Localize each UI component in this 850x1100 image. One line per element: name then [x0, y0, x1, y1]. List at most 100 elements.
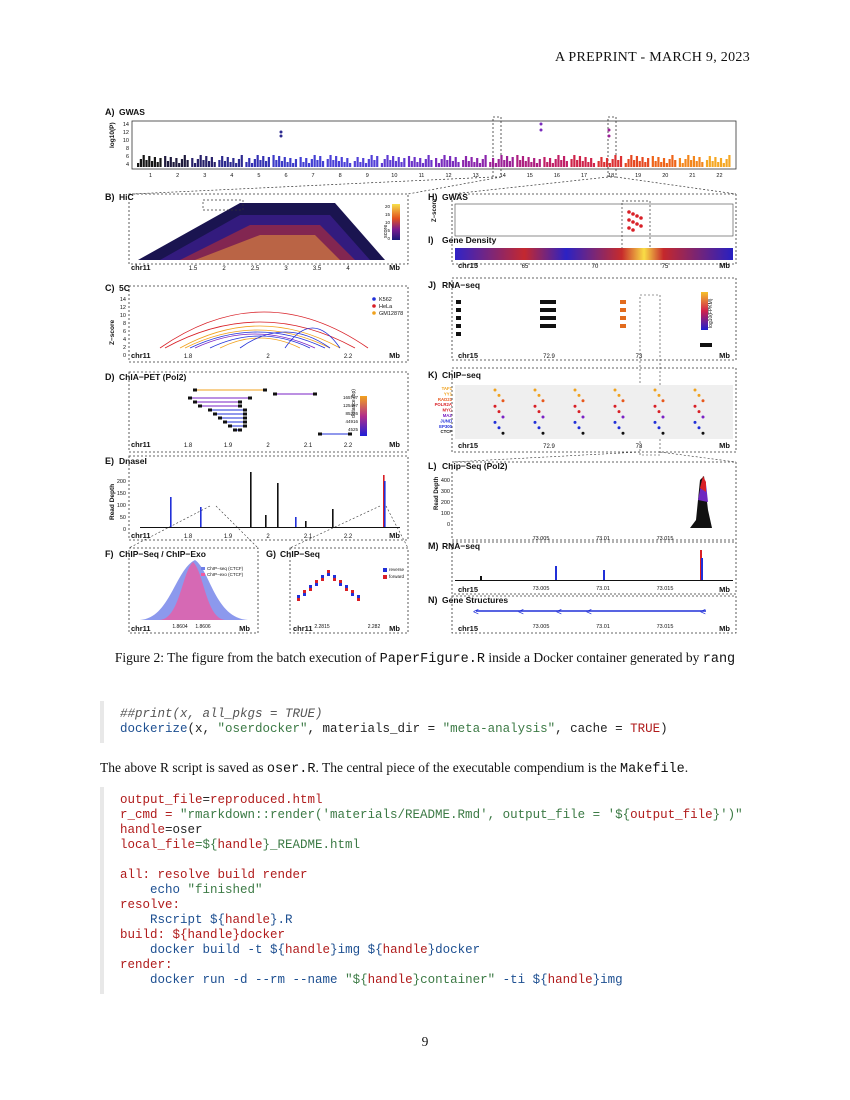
gwas-bar-chr18 — [619, 156, 623, 167]
gwas-bar-chr7 — [307, 163, 311, 167]
gwas-bar-chr21 — [684, 159, 687, 167]
gwas-bar-chr4 — [218, 160, 221, 167]
chipseq-peak-4-5 — [697, 410, 701, 414]
gwas-bar-chr6 — [283, 157, 286, 167]
gwas-bar-chr15 — [519, 160, 522, 167]
gwas-bar-chr12 — [446, 160, 449, 167]
tick-A-x: 4 — [230, 173, 233, 179]
gwas-bar-chr17 — [578, 156, 582, 167]
tick-C-y: 4 — [123, 337, 126, 343]
panel-title-D: ChIA−PET (Pol2) — [119, 372, 186, 382]
chipseq-read-19 — [345, 588, 348, 591]
gwas-bar-chr9 — [362, 158, 365, 167]
gwas-bar-chr1 — [148, 156, 151, 167]
mk-deps: ${ — [172, 928, 188, 942]
gwas-bar-chr11 — [424, 159, 427, 167]
gwas-bar-chr20 — [674, 160, 677, 167]
gwas-bar-chr5 — [248, 158, 251, 167]
tick-D-x: 2 — [266, 443, 270, 449]
tick-F-x: 1.8604 — [172, 624, 188, 630]
panel-title-H: GWAS — [442, 192, 468, 202]
gwas-bar-chr4 — [232, 158, 235, 167]
tick-A-y: 12 — [123, 130, 129, 136]
dnase-peak-5 — [295, 517, 297, 527]
para-text: The above R script is saved as — [100, 760, 267, 775]
gwas-bar-chr8 — [329, 155, 332, 167]
tick-C-y: 6 — [123, 329, 126, 335]
chipseq-peak-8-4 — [661, 431, 665, 435]
gwas-bar-chr11 — [430, 160, 433, 167]
gwas-bar-chr10 — [386, 155, 389, 167]
gwas-h-point — [639, 224, 643, 228]
legend-swatch-G — [383, 575, 387, 579]
gwas-bar-chr19 — [644, 162, 647, 167]
tick-E-y: 150 — [117, 491, 126, 497]
chiapet-anchor — [208, 408, 212, 412]
body-paragraph: The above R script is saved as oser.R. T… — [100, 760, 688, 777]
mk-var: handle — [547, 973, 593, 987]
gwas-bar-chr13 — [476, 158, 479, 167]
gwas-bar-chr9 — [353, 161, 356, 167]
chipseq-read-15 — [321, 578, 324, 581]
tick-A-x: 2 — [176, 173, 179, 179]
panel-label-A: A) — [105, 107, 115, 117]
gwas-bar-chr2 — [169, 157, 172, 167]
gwas-bar-chr1 — [151, 161, 154, 167]
dnase-peak-1 — [200, 507, 202, 527]
tick-E-x: 2 — [266, 534, 270, 540]
para-code: oser.R — [266, 762, 316, 777]
rnaseq-gene-block — [540, 324, 556, 328]
rnaseq-m-peak-0 — [480, 576, 482, 580]
chipseq-peak-8-5 — [701, 431, 705, 435]
running-header: A PREPRINT - MARCH 9, 2023 — [554, 50, 750, 65]
gwas-bar-chr2 — [183, 155, 186, 167]
axis-mb-I: Mb — [719, 261, 730, 270]
gwas-bar-chr21 — [687, 155, 690, 167]
gwas-bar-chr8 — [326, 159, 329, 167]
gwas-bar-chr7 — [313, 155, 316, 167]
gwas-bar-chr1 — [156, 162, 159, 167]
gwas-peak — [539, 128, 543, 132]
legend-C-2: GM12878 — [379, 311, 403, 317]
tick-A-x: 5 — [257, 173, 260, 179]
chipseq-peak-3-2 — [573, 404, 577, 408]
gwas-bar-chr9 — [359, 162, 362, 167]
gwas-bar-chr22 — [722, 163, 725, 167]
tick-J-x: 72.9 — [543, 354, 555, 360]
legend-K-2: RAD21 — [438, 397, 453, 402]
chipseq-peak-5-1 — [541, 415, 545, 419]
gwas-bar-chr22 — [717, 162, 720, 167]
gwas-bar-chr6 — [275, 160, 278, 167]
chipseq-peak-7-3 — [617, 426, 621, 430]
gwas-h-point — [627, 226, 631, 230]
axis-label-readdepth-L: Read Depth — [434, 476, 440, 510]
tick-I-x: 65 — [522, 264, 529, 270]
para-text: . The central piece of the executable co… — [315, 760, 620, 775]
tick-N-x: 73.01 — [596, 624, 610, 630]
tick-B-score: 10 — [385, 220, 391, 225]
axis-mb-N: Mb — [719, 624, 730, 633]
chipseq-peak-4-3 — [617, 410, 621, 414]
mk-target: resolve: — [120, 898, 181, 912]
gwas-bar-chr3 — [205, 156, 208, 167]
gwas-bar-chr13 — [464, 156, 468, 167]
gwas-bar-chr12 — [437, 163, 440, 167]
tick-B-x: 3 — [284, 266, 288, 272]
tick-C-y: 14 — [120, 297, 126, 303]
mk-cmd: -ti ${ — [495, 973, 548, 987]
gwas-bar-chr5 — [262, 156, 265, 167]
gwas-bar-chr10 — [397, 157, 400, 167]
tick-K-x: 73 — [636, 444, 643, 450]
chiapet-anchor — [238, 428, 242, 432]
chiapet-anchor — [238, 400, 242, 404]
panel-label-I: I) — [428, 235, 434, 245]
chipseq-read-3 — [315, 580, 318, 583]
tick-D-x: 1.9 — [224, 443, 233, 449]
gwas-bar-chr12 — [451, 161, 454, 167]
panel-label-D: D) — [105, 372, 115, 382]
gwas-bar-chr18 — [608, 163, 611, 167]
tick-E-x: 1.9 — [224, 534, 233, 540]
tick-D-dist: 165767 — [343, 395, 359, 400]
gwas-bar-chr5 — [267, 157, 270, 167]
